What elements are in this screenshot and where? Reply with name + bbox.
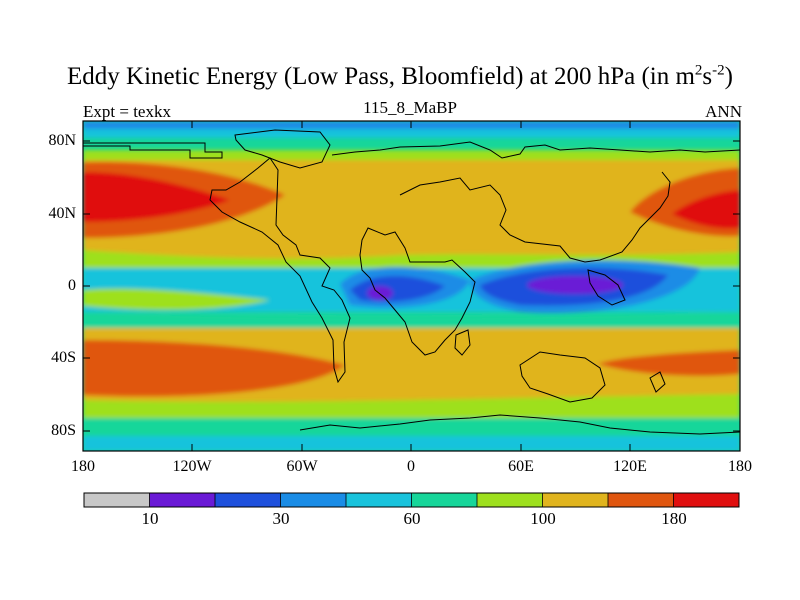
colorbar-swatch bbox=[149, 493, 216, 507]
colorbar-swatch bbox=[280, 493, 347, 507]
colorbar-label: 10 bbox=[141, 509, 159, 528]
colorbar-swatch bbox=[84, 493, 150, 507]
band-north-green bbox=[83, 150, 740, 162]
colorbar-label: 180 bbox=[661, 509, 687, 528]
colorbar-swatch bbox=[673, 493, 740, 507]
x-tick-label: 60E bbox=[508, 458, 534, 475]
y-tick-label: 0 bbox=[68, 277, 76, 294]
x-tick-label: 120W bbox=[172, 458, 212, 475]
colorbar-label: 30 bbox=[272, 509, 290, 528]
x-tick-label: 0 bbox=[407, 458, 415, 475]
colorbar-swatch bbox=[477, 493, 543, 507]
tropic-west-green bbox=[83, 288, 270, 310]
colorbar-swatch bbox=[215, 493, 281, 507]
x-tick-label: 180 bbox=[71, 458, 95, 475]
coast-eurasia-south bbox=[399, 171, 671, 263]
coast-maritime-continent bbox=[587, 269, 626, 306]
y-tick-label: 40N bbox=[48, 205, 76, 222]
colorbar bbox=[84, 493, 740, 507]
y-tick-label: 40S bbox=[51, 349, 76, 366]
jet-north-east-red bbox=[672, 190, 740, 229]
coast-greenland bbox=[234, 129, 331, 169]
coast-antarctica bbox=[299, 414, 740, 435]
colorbar-label: 100 bbox=[530, 509, 556, 528]
colorbar-swatch bbox=[542, 493, 609, 507]
x-tick-label: 180 bbox=[728, 458, 752, 475]
coastlines bbox=[83, 129, 740, 435]
coast-eurasia-north bbox=[331, 141, 740, 159]
colorbar-swatch bbox=[411, 493, 478, 507]
colorbar-swatch bbox=[608, 493, 674, 507]
coast-australia bbox=[519, 351, 606, 403]
coast-americas bbox=[209, 157, 351, 384]
coast-madagascar bbox=[454, 329, 471, 356]
simulation-label: 115_8_MaBP bbox=[363, 98, 457, 117]
contour-field bbox=[83, 121, 740, 451]
coast-arctic-canada bbox=[83, 142, 223, 159]
season-label: ANN bbox=[705, 102, 742, 121]
band-south-lightgreen bbox=[83, 394, 740, 418]
axis-ticks bbox=[83, 121, 740, 451]
coast-africa bbox=[359, 227, 476, 356]
colorbar-frame bbox=[83, 492, 740, 508]
band-south-polar bbox=[83, 436, 740, 451]
colorbar-label: 60 bbox=[403, 509, 421, 528]
tropic-africa-violet bbox=[367, 286, 393, 300]
colorbar-swatch bbox=[346, 493, 412, 507]
jet-south-west-orange bbox=[83, 340, 345, 397]
coast-new-zealand bbox=[649, 371, 666, 393]
map-title: Eddy Kinetic Energy (Low Pass, Bloomfiel… bbox=[67, 62, 733, 90]
y-tick-label: 80S bbox=[51, 422, 76, 439]
x-tick-label: 120E bbox=[613, 458, 647, 475]
experiment-label: Expt = texkx bbox=[83, 102, 171, 121]
tropic-indian-violet bbox=[527, 276, 623, 294]
band-south-green2 bbox=[83, 418, 740, 436]
y-tick-label: 80N bbox=[48, 132, 76, 149]
x-tick-label: 60W bbox=[286, 458, 318, 475]
jet-north-west-red bbox=[83, 172, 230, 222]
band-north-cyan bbox=[83, 129, 740, 138]
jet-south-east-orange bbox=[598, 350, 740, 376]
